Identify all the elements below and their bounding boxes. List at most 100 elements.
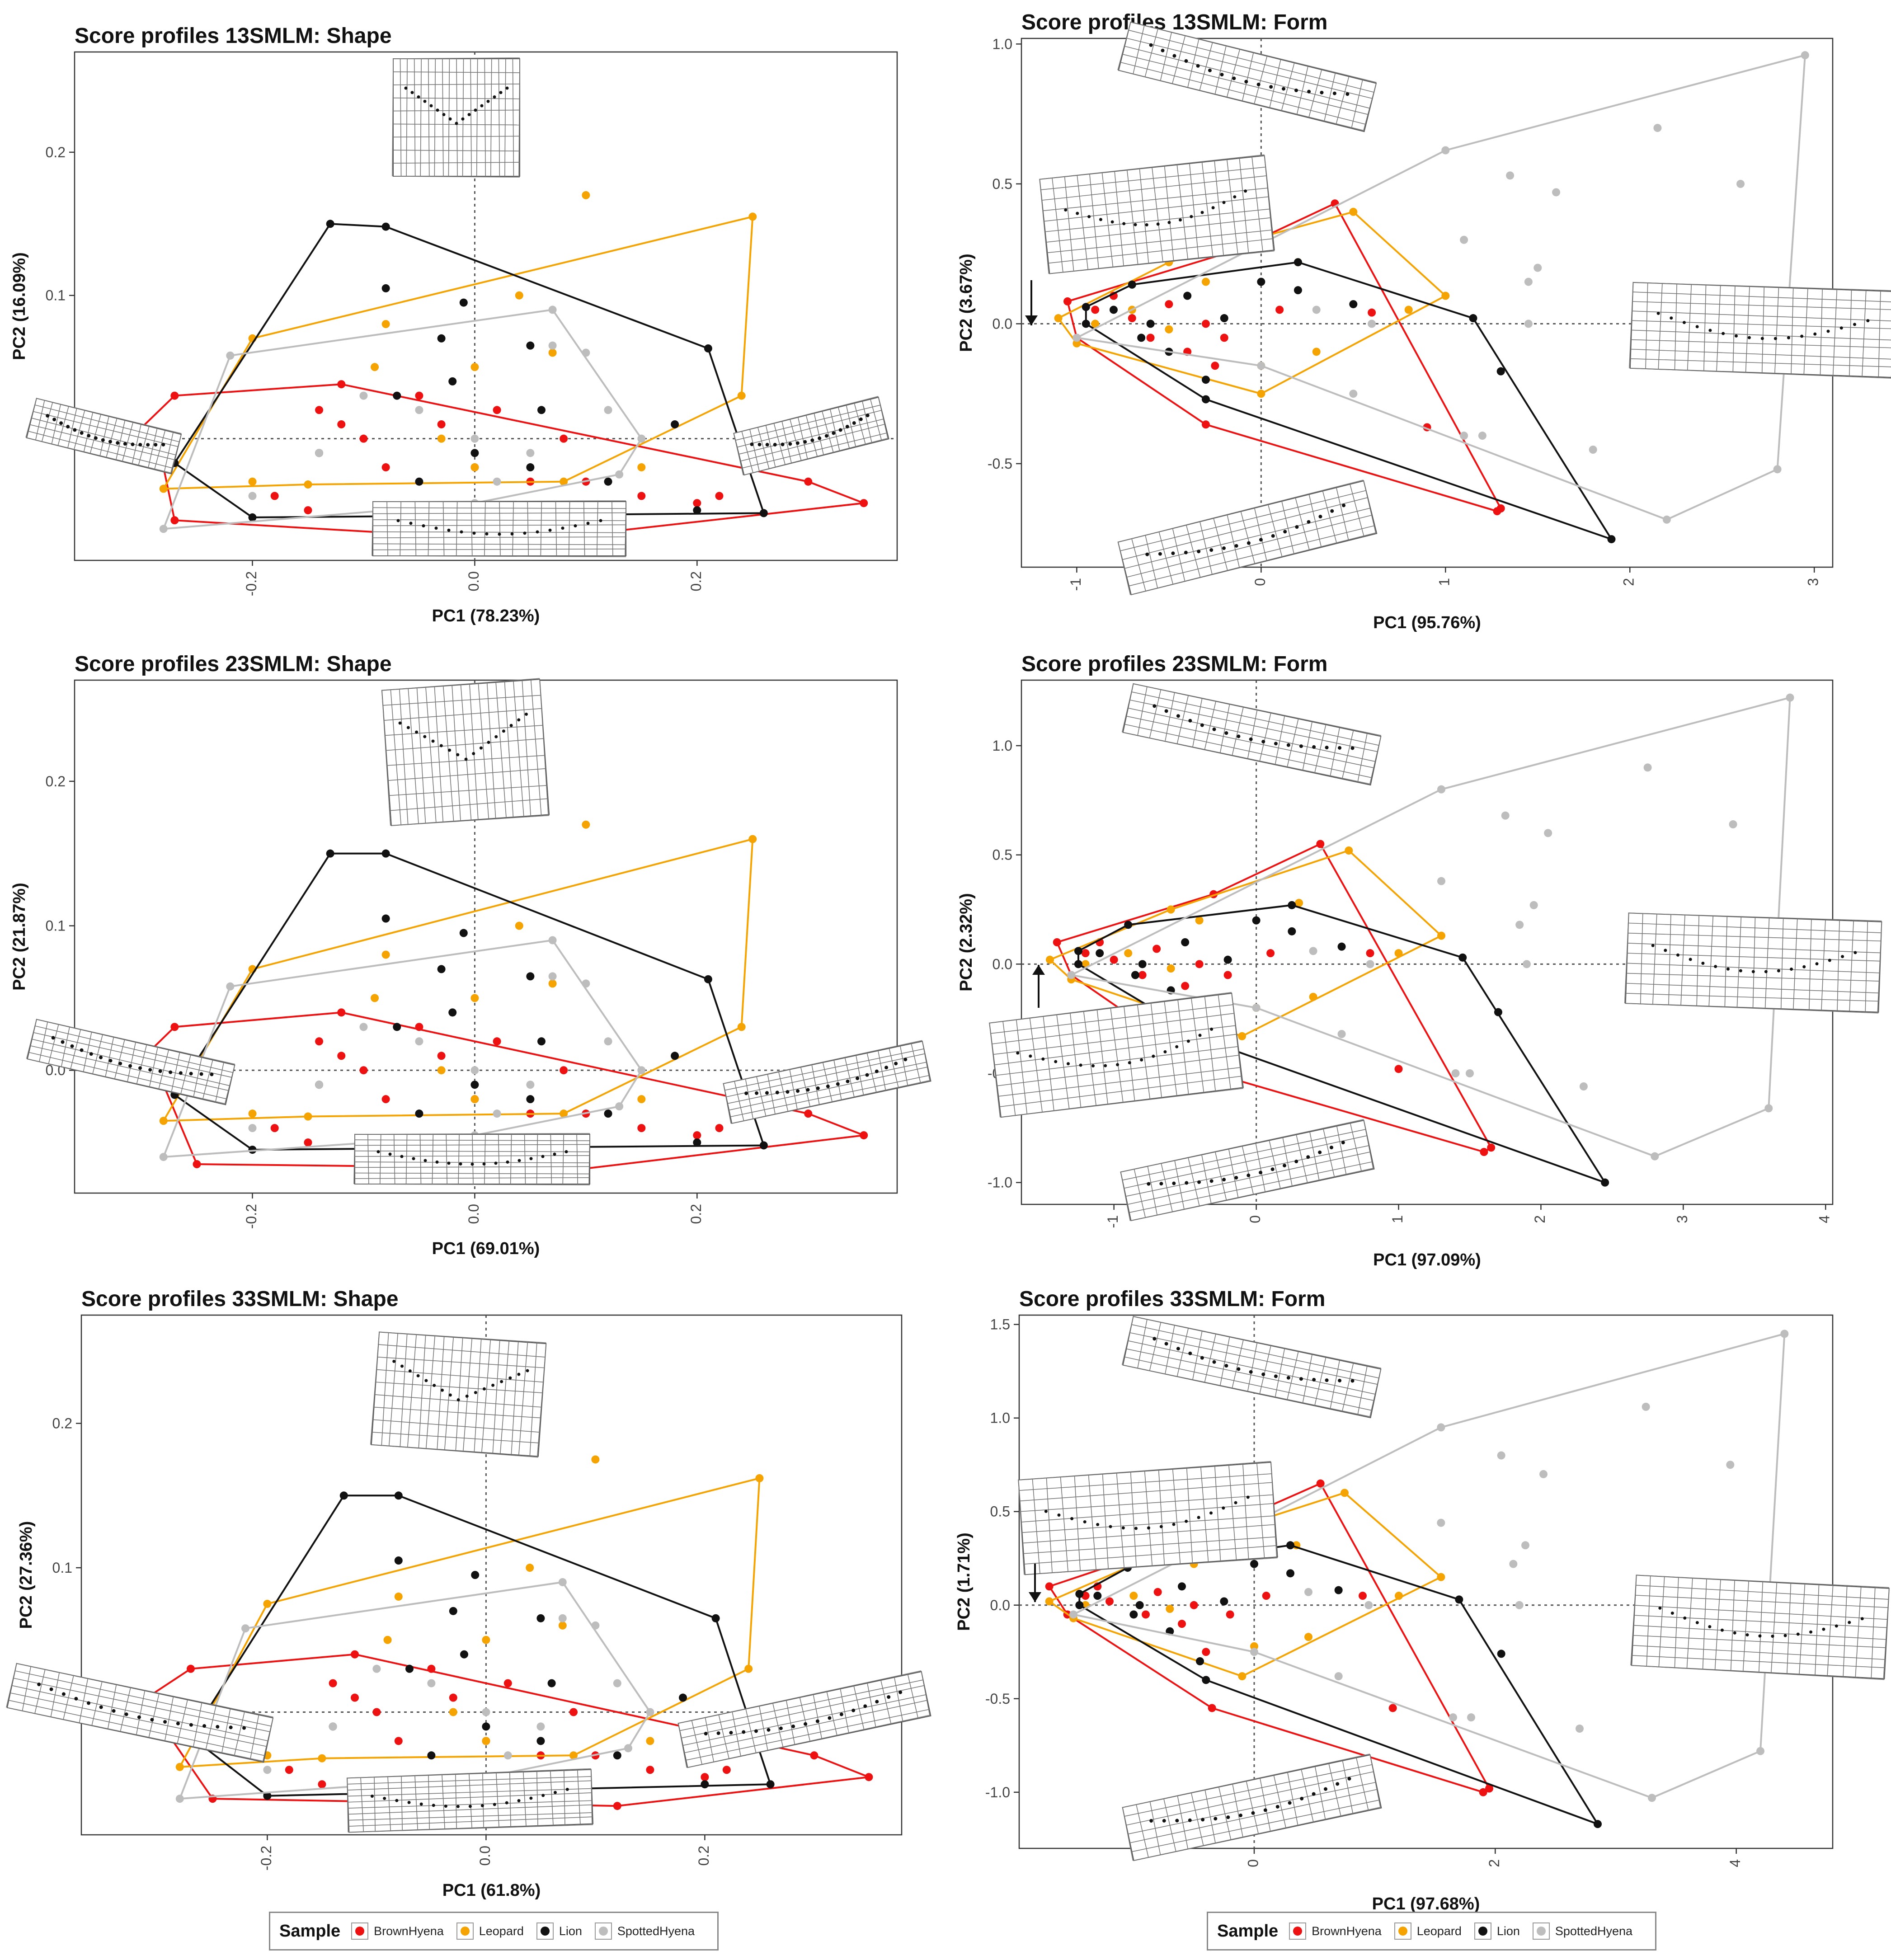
chart-title: Score profiles 33SMLM: Form	[1019, 1287, 1325, 1311]
landmark-point	[502, 729, 505, 733]
landmark-point	[1332, 91, 1336, 95]
landmark-point	[474, 108, 477, 112]
grid-line	[1634, 1615, 1887, 1628]
landmark-point	[788, 442, 792, 446]
data-point	[604, 1109, 612, 1118]
hull-vertex-point	[755, 1474, 764, 1482]
data-point	[493, 477, 501, 486]
hull-vertex-point	[569, 1751, 578, 1760]
deformation-grid-inset	[1117, 21, 1377, 132]
landmark-point	[61, 1692, 66, 1696]
landmark-point	[1156, 222, 1160, 226]
grid-line	[684, 1700, 928, 1753]
x-tick-label: 0	[1252, 578, 1268, 586]
data-point	[1124, 949, 1133, 958]
hull-vertex-point	[351, 1650, 359, 1659]
grid-line	[1273, 1775, 1287, 1828]
landmark-point	[510, 532, 514, 536]
grid-line	[1843, 1586, 1848, 1677]
data-point	[1146, 320, 1155, 328]
data-point	[437, 1066, 446, 1075]
landmark-point	[755, 1091, 759, 1095]
grid-line	[393, 109, 520, 112]
landmark-point	[1087, 215, 1091, 218]
data-point	[427, 1664, 436, 1673]
grid-line	[36, 1019, 235, 1065]
grid-line	[1630, 358, 1891, 367]
data-point	[1109, 306, 1118, 314]
grid-line	[1652, 914, 1657, 1005]
landmark-point	[1853, 951, 1857, 954]
hull-vertex-point	[860, 499, 868, 508]
landmark-point	[846, 1079, 850, 1083]
landmark-point	[150, 1718, 154, 1722]
hull-vertex-point	[381, 222, 390, 231]
grid-line	[1636, 1575, 1889, 1588]
landmark-point	[1751, 970, 1755, 973]
grid-line	[1630, 1575, 1637, 1666]
landmark-point	[229, 1725, 233, 1730]
grid-line	[476, 58, 478, 177]
landmark-point	[729, 1730, 733, 1734]
landmark-point	[455, 122, 458, 125]
landmark-point	[131, 442, 135, 447]
deformation-grid-inset	[392, 57, 520, 178]
grid-line	[456, 501, 458, 556]
grid-line	[1129, 1161, 1373, 1213]
landmark-point	[398, 721, 402, 725]
landmark-point	[1185, 1181, 1189, 1185]
grid-line	[158, 1049, 169, 1090]
grid-line	[504, 58, 506, 177]
grid-line	[1255, 1143, 1266, 1193]
grid-line	[1803, 288, 1808, 375]
landmark-point	[574, 524, 577, 527]
landmark-point	[1208, 68, 1212, 72]
grid-line	[1024, 1545, 1277, 1565]
landmark-point	[423, 735, 427, 738]
landmark-point	[1064, 208, 1068, 212]
hull-vertex-point	[1780, 1330, 1789, 1338]
landmark-point	[1708, 329, 1712, 332]
landmark-point	[1134, 1527, 1138, 1530]
hull-vertex-point	[1257, 390, 1265, 398]
landmark-point	[1109, 1525, 1112, 1528]
landmark-point	[553, 1152, 556, 1156]
grid-line	[215, 1062, 224, 1103]
landmark-point	[1134, 223, 1137, 226]
y-tick-label: 1.0	[990, 1410, 1010, 1426]
grid-line	[1877, 921, 1882, 1012]
landmark-point	[818, 436, 822, 440]
grid-line	[416, 688, 426, 823]
landmark-point	[434, 526, 438, 530]
grid-line	[354, 1144, 590, 1146]
grid-line	[1631, 339, 1891, 348]
grid-line	[149, 1047, 158, 1087]
data-point	[304, 506, 312, 515]
grid-line	[127, 1042, 136, 1082]
grid-line	[1687, 284, 1692, 371]
y-tick-label: -1.0	[985, 1784, 1010, 1800]
data-point	[372, 1664, 381, 1673]
landmark-point	[1848, 1621, 1851, 1624]
grid-line	[1218, 995, 1231, 1089]
data-point	[371, 363, 379, 371]
data-point	[671, 1052, 679, 1060]
grid-line	[1275, 1348, 1285, 1398]
x-tick-label: -0.2	[243, 571, 259, 596]
direction-arrow-head	[1025, 315, 1038, 325]
grid-line	[1118, 70, 1365, 131]
grid-line	[740, 423, 885, 462]
landmark-point	[101, 438, 105, 442]
grid-line	[383, 695, 541, 706]
hull-vertex-point	[170, 391, 179, 400]
data-point	[526, 341, 535, 350]
grid-line	[1328, 1763, 1341, 1817]
grid-line	[1125, 1145, 1369, 1197]
grid-line	[1282, 1137, 1293, 1187]
landmark-point	[493, 1803, 496, 1806]
grid-line	[360, 1777, 364, 1832]
landmark-point	[1256, 82, 1261, 86]
hull-vertex-point	[744, 1664, 753, 1673]
y-axis-label: PC2 (27.36%)	[17, 1521, 36, 1629]
hull-vertex-point	[615, 470, 624, 479]
